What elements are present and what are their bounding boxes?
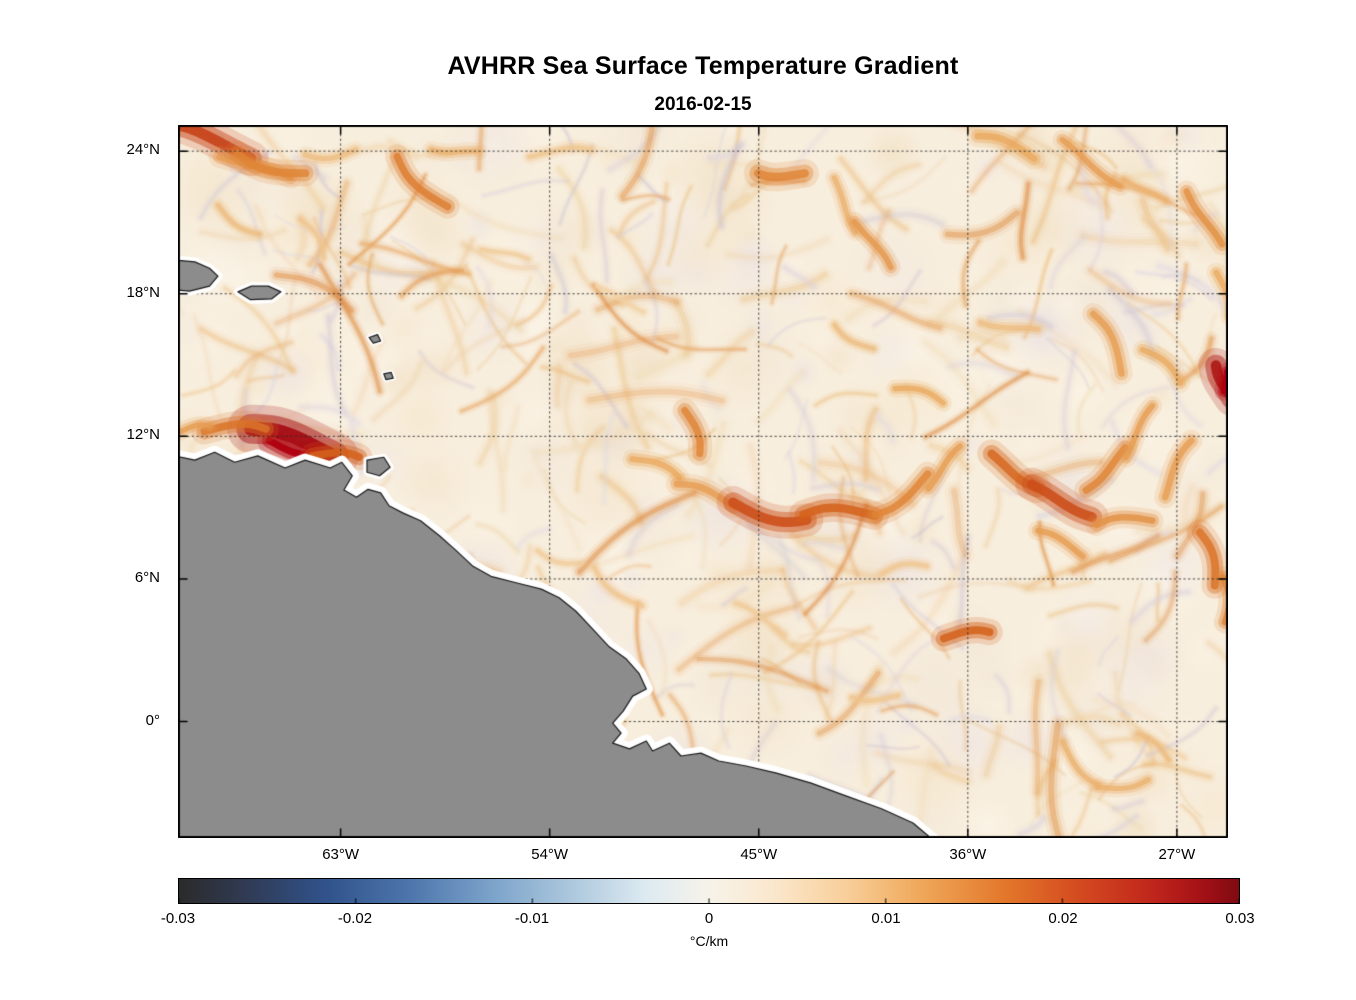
chart-subtitle: 2016-02-15 xyxy=(654,94,752,115)
y-tick-label: 18°N xyxy=(126,283,160,301)
colorbar-tick-label: 0.02 xyxy=(1048,910,1078,927)
map-plot-area xyxy=(178,125,1228,838)
colorbar-tick-label: -0.03 xyxy=(160,910,196,927)
x-tick-label: 54°W xyxy=(531,846,569,863)
y-tick-label: 12°N xyxy=(126,426,160,444)
x-tick-label: 63°W xyxy=(322,846,360,863)
colorbar-gradient xyxy=(179,879,1239,903)
chart-title: AVHRR Sea Surface Temperature Gradient xyxy=(447,52,959,80)
sst-gradient-map xyxy=(178,125,1228,838)
colorbar-tick-label: 0 xyxy=(704,910,714,927)
x-tick-label: 36°W xyxy=(949,846,987,863)
colorbar xyxy=(178,878,1240,904)
y-tick-label: 0° xyxy=(145,711,160,729)
colorbar-tick-label: -0.01 xyxy=(514,910,550,927)
x-tick-label: 45°W xyxy=(740,846,778,863)
y-tick-label: 24°N xyxy=(126,141,160,159)
x-axis-tick-labels: 63°W 54°W 45°W 36°W 27°W xyxy=(178,846,1228,868)
colorbar-tick-label: 0.03 xyxy=(1225,910,1255,927)
colorbar-tick-labels: -0.03 -0.02 -0.01 0 0.01 0.02 0.03 xyxy=(161,910,1255,930)
y-axis-tick-labels: 0° 6°N 12°N 18°N 24°N xyxy=(0,125,170,838)
colorbar-unit-label: °C/km xyxy=(689,933,729,949)
x-tick-label: 27°W xyxy=(1158,846,1196,863)
y-tick-label: 6°N xyxy=(134,568,160,586)
colorbar-tick-label: 0.01 xyxy=(871,910,901,927)
colorbar-tick-label: -0.02 xyxy=(337,910,373,927)
